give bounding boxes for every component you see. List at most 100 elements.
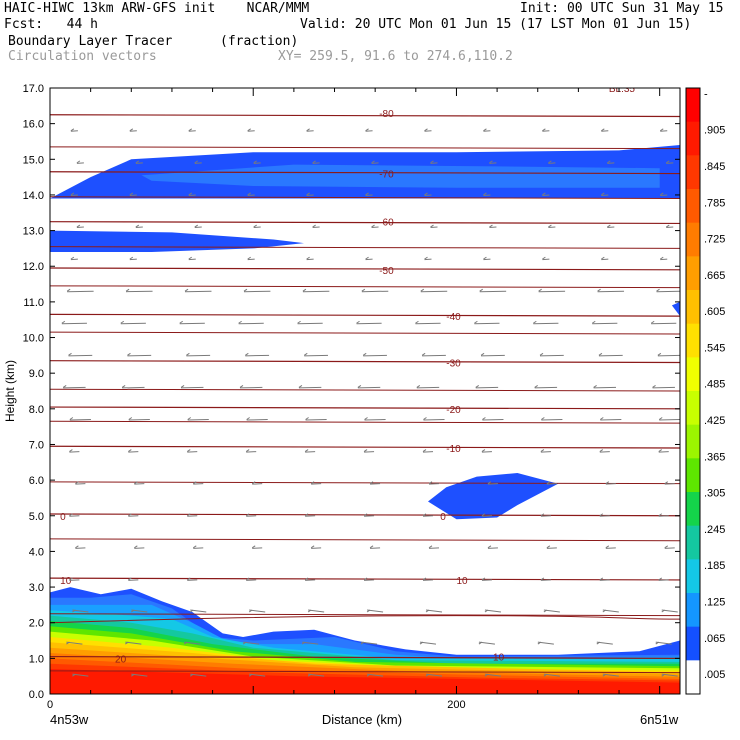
circulation-vector <box>306 258 314 261</box>
circulation-vector-head <box>245 577 250 581</box>
circulation-vector-head <box>548 160 552 164</box>
colorbar-swatch <box>686 626 700 661</box>
circulation-vector-head <box>184 288 189 292</box>
circulation-vector-head <box>543 609 548 613</box>
circulation-vector-head <box>76 160 81 164</box>
circulation-vector <box>540 451 551 453</box>
circulation-vector <box>365 130 373 132</box>
circulation-vector-head <box>474 320 478 324</box>
y-tick-label: 14.0 <box>23 190 44 202</box>
circulation-vector <box>599 515 610 517</box>
circulation-vector <box>245 354 270 357</box>
circulation-vector-head <box>364 417 368 420</box>
isotherm-line <box>50 613 680 617</box>
circulation-vector-head <box>69 513 73 517</box>
circulation-vector <box>416 386 440 389</box>
colorbar-swatch <box>686 391 700 426</box>
y-tick-label: 3.0 <box>29 582 44 594</box>
circulation-vector <box>533 322 559 325</box>
isotherm-line <box>50 445 680 449</box>
circulation-vector-head <box>542 256 546 260</box>
circulation-vector <box>306 194 314 196</box>
y-tick-label: 12.0 <box>23 261 44 273</box>
circulation-vector-head <box>363 449 368 453</box>
circulation-vector <box>428 547 440 549</box>
circulation-vector-head <box>420 288 425 292</box>
circulation-vector <box>187 579 198 581</box>
circulation-vector <box>540 515 551 517</box>
circulation-vector <box>134 547 145 549</box>
circulation-vector <box>75 483 86 485</box>
circulation-vector <box>657 354 680 357</box>
colorbar-swatch <box>686 222 700 257</box>
circulation-vector <box>548 162 556 164</box>
isotherm-line <box>50 285 680 289</box>
circulation-vector-head <box>540 577 545 581</box>
circulation-vector-head <box>484 609 489 613</box>
circulation-vector-head <box>194 224 199 228</box>
isotherm-label: 0 <box>440 512 446 523</box>
circulation-vector-head <box>365 128 369 132</box>
circulation-vector <box>357 386 381 389</box>
circulation-vector-head <box>125 641 129 645</box>
circulation-vector <box>305 579 316 581</box>
circulation-vector <box>187 515 198 517</box>
circulation-vector-head <box>481 513 486 517</box>
circulation-vector <box>542 194 550 196</box>
colorbar-swatch <box>686 559 700 594</box>
circulation-vector-head <box>475 385 480 388</box>
circulation-vector <box>474 322 500 325</box>
circulation-vector-head <box>650 320 655 324</box>
circulation-vector-head <box>430 160 434 164</box>
circulation-vector <box>371 226 379 229</box>
colorbar-swatch <box>686 323 700 358</box>
colorbar-label: .605 <box>704 306 725 318</box>
circulation-vector-head <box>424 192 428 196</box>
circulation-vector <box>70 194 78 196</box>
circulation-vector-head <box>187 417 192 420</box>
isotherm-label: 10 <box>60 576 72 587</box>
x-right-location: 6n51w <box>640 712 679 727</box>
circulation-vector-head <box>72 673 76 677</box>
colorbar-swatch <box>686 290 700 325</box>
circulation-vector-head <box>72 609 76 613</box>
circulation-vector <box>652 386 675 389</box>
circulation-vector <box>252 483 263 485</box>
circulation-vector-head <box>306 256 310 260</box>
circulation-vector-head <box>251 481 256 485</box>
circulation-vector <box>365 194 373 196</box>
circulation-vector-head <box>134 481 138 485</box>
colorbar-label: .005 <box>704 669 725 681</box>
circulation-vector <box>659 419 680 421</box>
isotherm-label: -70 <box>379 170 394 181</box>
circulation-vector-head <box>658 417 663 420</box>
circulation-vector-head <box>605 545 610 549</box>
circulation-vector <box>483 130 491 132</box>
circulation-vector-head <box>192 481 197 485</box>
isotherm-line <box>50 655 680 659</box>
isotherm-line <box>50 670 680 674</box>
circulation-vector-head <box>245 513 250 517</box>
circulation-vector <box>599 579 610 581</box>
boundary-layer-band <box>50 669 680 694</box>
circulation-vector <box>193 483 204 485</box>
circulation-vector <box>658 451 669 453</box>
colorbar-label: .125 <box>704 596 725 608</box>
colorbar-swatch <box>686 256 700 291</box>
circulation-vector-head <box>540 513 545 517</box>
circulation-vector <box>365 258 373 261</box>
colorbar-swatch <box>686 458 700 493</box>
circulation-vector-head <box>664 545 669 549</box>
circulation-vector-head <box>478 641 483 645</box>
circulation-vector-head <box>487 481 492 485</box>
circulation-vector <box>660 258 668 261</box>
circulation-vector-head <box>489 160 493 164</box>
circulation-vector-head <box>179 320 183 324</box>
circulation-vector-head <box>68 352 72 356</box>
circulation-vector-head <box>422 577 427 581</box>
circulation-vector-head <box>371 160 375 164</box>
circulation-vector-head <box>421 352 426 356</box>
valid-time: Valid: 20 UTC Mon 01 Jun 15 (17 LST Mon … <box>300 17 692 32</box>
circulation-vector-head <box>61 320 66 324</box>
circulation-vector <box>70 130 78 132</box>
